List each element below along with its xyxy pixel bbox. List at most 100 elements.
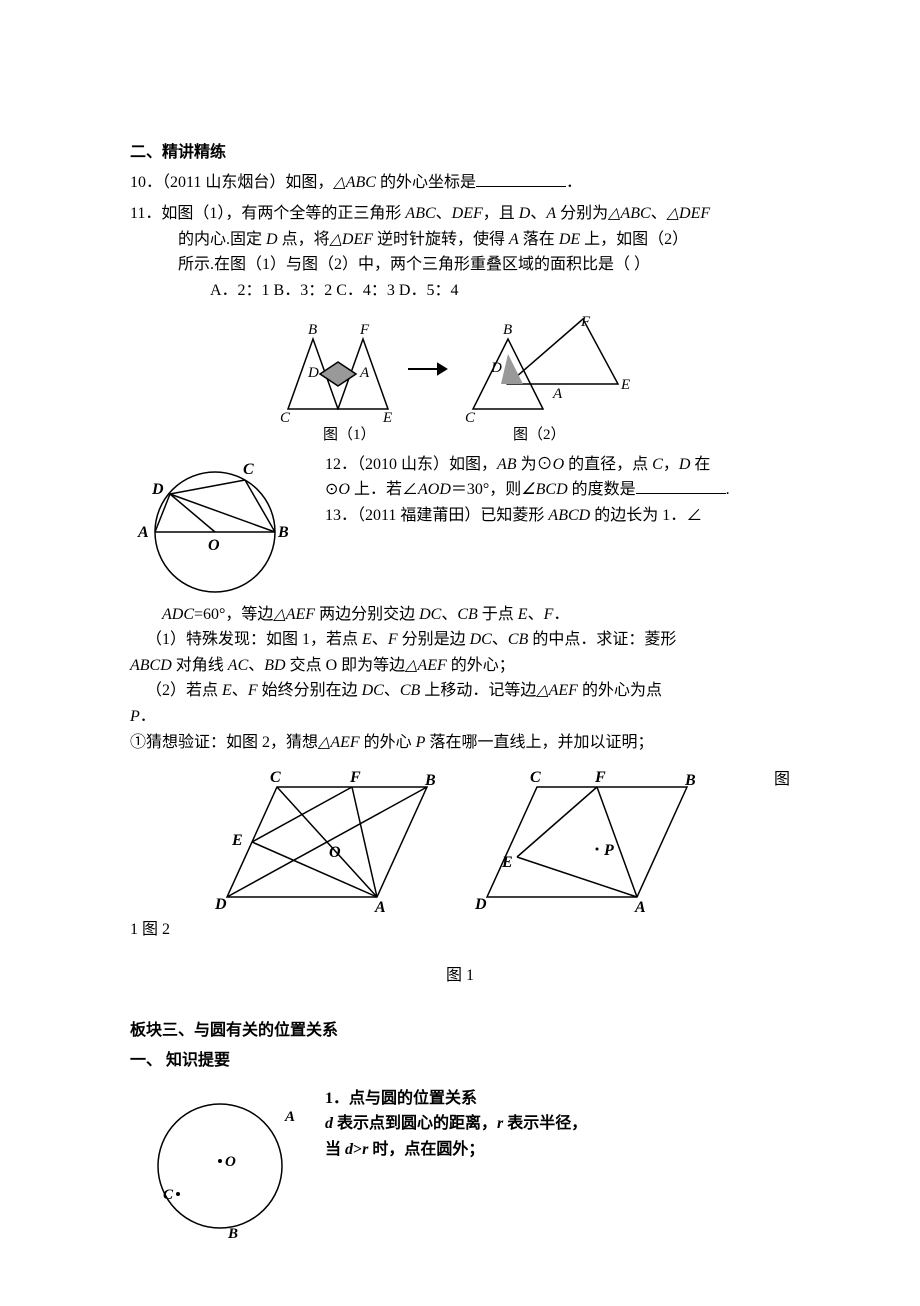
q13-l2b: =60°，等边 [194,606,273,623]
q11-l2b: 点，将 [278,231,330,248]
q12-l2c: ＝30°，则 [451,481,521,498]
q12-c: C [652,456,663,473]
q13-dc: DC [419,606,441,623]
svg-text:E: E [501,854,513,871]
q13-pre: 13．（2011 福建莆田）已知菱形 [325,507,548,524]
q12-t1: 为⊙ [517,456,553,473]
fig-right-label: 图 [774,767,790,793]
q12-period: . [726,481,730,498]
sec3-d: d [325,1115,333,1132]
q11-a2: A [509,231,519,248]
fig-below-label: 1 图 2 [130,917,790,943]
q13-bd: BD [264,657,285,674]
q13-e: E [518,606,528,623]
q13-aef3: △AEF [536,682,578,699]
q12-o2: O [338,481,350,498]
q12-l2a: ⊙ [325,481,338,498]
q11-d2: D [266,231,278,248]
q12-l2b: 上．若∠ [350,481,418,498]
q11-l1e: 分别为 [556,205,608,222]
question-12: 12．（2010 山东）如图，AB 为⊙O 的直径，点 C，D 在 [325,452,790,478]
q11-tdef2: △DEF [330,231,373,248]
sec3-l3c: > [353,1141,362,1158]
q13-dc2: DC [470,631,492,648]
svg-text:A: A [374,899,386,916]
q13-p1a: （1）特殊发现：如图 1，若点 [146,631,362,648]
rhombus-figure-1: C F B E D A O [207,767,437,917]
q11-l1f: 、 [651,205,667,222]
q13-cb3: CB [400,682,420,699]
svg-text:D: D [307,365,319,381]
q13-p1l2a: 对角线 [172,657,228,674]
q11-a: A [546,205,556,222]
q11-tdef: △DEF [667,205,710,222]
svg-text:C: C [280,410,291,426]
q13-aef4: △AEF [318,734,360,751]
q11-l2e: 上，如图（2） [580,231,688,248]
q11-de: DE [559,231,580,248]
triangle-figure-1: B F D A C E 图（1） [278,314,453,444]
q13-p2b: 、 [232,682,248,699]
q11-l3: 所示.在图（1）与图（2）中，两个三角形重叠区域的面积比是（ ） [178,252,790,278]
sec3-item1: 1．点与圆的位置关系 [325,1086,587,1112]
q13-f: F [544,606,554,623]
q13-p2g: ． [140,708,156,725]
q12-pre: 12．（2010 山东）如图， [325,456,497,473]
sec3-l3a: 当 [325,1141,345,1158]
fig-center-caption: 图 1 [130,963,790,989]
q11-l2a: 的内心.固定 [178,231,266,248]
sec3-d2: d [345,1141,353,1158]
q13-abcd: ABCD [548,507,590,524]
fig11-cap2: 图（2） [513,426,566,443]
svg-text:F: F [580,314,591,330]
q13-dc3: DC [362,682,384,699]
q13-p2: P [416,734,426,751]
svg-text:F: F [349,769,361,786]
svg-text:P: P [603,842,614,859]
q12-t3: ， [663,456,679,473]
q10-triangle: △ABC [333,174,376,191]
q11-def: DEF [452,205,483,222]
q13-e3: E [222,682,232,699]
fig11-cap1: 图（1） [323,426,376,443]
q11-l1a: 11．如图（1），有两个全等的正三角形 [130,205,405,222]
q13-aef: △AEF [273,606,315,623]
sec3-l2d: 表示半径， [503,1115,587,1132]
circle-figure-q12: A B C D O [130,452,305,602]
svg-text:F: F [594,769,606,786]
q13-f2: F [388,631,398,648]
q12-l2d: 的度数是 [568,481,636,498]
svg-text:E: E [620,377,630,393]
question-10: 10．（2011 山东烟台）如图，△ABC 的外心坐标是． [130,170,790,196]
q13-cb: CB [457,606,477,623]
q10-mid: 的外心坐标是 [380,174,476,191]
section-2-heading: 二、精讲精练 [130,140,790,166]
q13-p1l2b: 、 [248,657,264,674]
q13-p1l2d: 的外心； [447,657,515,674]
q13-p1l2c: 交点 O 即为等边 [286,657,406,674]
q12-d: D [679,456,691,473]
svg-text:B: B [277,524,289,541]
q11-options: A．2：1 B．3：2 C．4：3 D．5：4 [130,278,790,304]
sec3-l3e: 时，点在圆外； [368,1141,484,1158]
q11-l1c: ，且 [483,205,519,222]
q12-blank [636,478,726,494]
q13-l2d: 、 [441,606,457,623]
q13-l2e: 于点 [478,606,518,623]
q13-e2: E [362,631,372,648]
q13-adc: ADC [162,606,194,623]
q13-p1e: 的中点．求证：菱形 [528,631,676,648]
svg-text:D: D [490,360,502,376]
svg-text:B: B [424,772,436,789]
q13-p: P [130,708,140,725]
section-3-sub: 一、 知识提要 [130,1048,790,1074]
svg-text:E: E [231,832,243,849]
svg-text:C: C [465,410,476,426]
q13-cb2: CB [508,631,528,648]
circle-figure-small: A O C B [130,1086,305,1246]
q13-p1b: 、 [372,631,388,648]
q13-p1d: 、 [492,631,508,648]
q13-p2f: 的外心为点 [578,682,662,699]
svg-text:O: O [329,844,341,861]
q13-f3: F [248,682,258,699]
